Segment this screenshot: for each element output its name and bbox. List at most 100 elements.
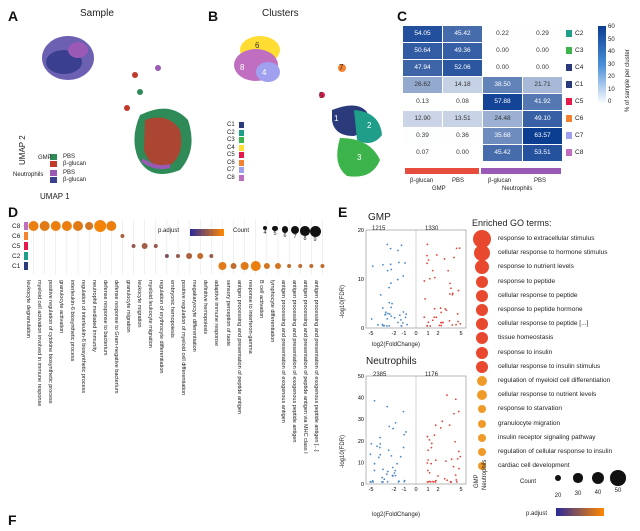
dotplot-padjust-label: p.adjust bbox=[158, 228, 180, 234]
volcano-point bbox=[433, 434, 436, 437]
go-term-label: response to peptide hormone bbox=[498, 306, 583, 313]
heatmap-cell: 54.05 bbox=[403, 26, 442, 42]
volcano-point bbox=[434, 481, 437, 483]
go-term-label: cardiac cell development bbox=[498, 462, 570, 470]
count-value: 4 bbox=[263, 230, 267, 236]
count-dot bbox=[300, 226, 310, 236]
go-padjust-bar bbox=[556, 508, 604, 516]
go-dot bbox=[478, 462, 486, 471]
count-dot bbox=[310, 226, 321, 237]
volcano-point bbox=[402, 311, 405, 313]
heatmap-cell: 50.64 bbox=[403, 43, 442, 59]
volcano-point bbox=[444, 307, 447, 310]
volcano-point bbox=[435, 254, 438, 256]
dotplot-term-label: interleukin-6 biosynthetic process bbox=[69, 280, 75, 362]
volcano-point bbox=[434, 459, 437, 462]
volcano-point bbox=[428, 438, 431, 441]
go-dot bbox=[478, 448, 486, 456]
volcano-point bbox=[449, 287, 452, 290]
column-group-gmp-bar bbox=[405, 168, 479, 174]
go-term-label: cellular response to nutrient levels bbox=[498, 391, 597, 399]
panel-b-title: Clusters bbox=[262, 8, 299, 19]
dotplot-point bbox=[186, 253, 193, 259]
dotplot-point bbox=[85, 222, 94, 230]
volcano-point bbox=[426, 462, 429, 464]
go-term-label: regulation of myeloid cell differentiati… bbox=[498, 377, 611, 384]
panel-label-c: C bbox=[397, 8, 408, 24]
dotplot-term-label: lymphocyte differentiation bbox=[269, 280, 275, 343]
go-count-legend-item: 40 bbox=[588, 471, 608, 496]
volcano-point bbox=[386, 269, 389, 272]
dotplot-point bbox=[218, 262, 227, 270]
volcano-point bbox=[390, 454, 393, 457]
volcano-point bbox=[385, 473, 388, 476]
volcano-point bbox=[381, 481, 383, 483]
cluster-label: C6 bbox=[227, 159, 235, 166]
cluster-legend-item: C4 bbox=[227, 144, 244, 151]
dotplot-point bbox=[250, 261, 261, 271]
go-dot bbox=[476, 360, 488, 373]
heatmap-cell: 0.39 bbox=[403, 128, 442, 144]
dotplot-term-label: defense response to bacterium bbox=[102, 280, 109, 356]
row-label-text: C4 bbox=[575, 64, 584, 71]
volcano-point bbox=[430, 462, 433, 465]
volcano-point bbox=[445, 309, 448, 312]
dotplot-point bbox=[50, 221, 61, 231]
colorbar-tick: 0 bbox=[608, 99, 612, 105]
heatmap-cell: 45.42 bbox=[443, 26, 482, 42]
volcano-xtick: 1 bbox=[426, 487, 429, 493]
volcano-point bbox=[450, 458, 453, 461]
volcano-point bbox=[386, 317, 389, 320]
dotplot-term-label: myeloid cell activation involved in immu… bbox=[35, 280, 42, 407]
volcano-gmp-up-count: 1330 bbox=[425, 226, 439, 232]
heatmap-cell: 45.42 bbox=[483, 145, 522, 161]
volcano-point bbox=[426, 262, 428, 265]
volcano-point bbox=[451, 293, 454, 296]
go-count-dot bbox=[591, 471, 605, 485]
volcano-point bbox=[386, 480, 389, 483]
svg-text:3: 3 bbox=[357, 153, 362, 162]
volcano-point bbox=[426, 243, 429, 246]
heatmap-col-4: PBS bbox=[534, 178, 547, 184]
volcano-point bbox=[430, 442, 433, 445]
volcano-point bbox=[459, 455, 462, 458]
volcano-point bbox=[371, 265, 374, 268]
panel-label-e: E bbox=[338, 204, 348, 220]
dotplot-point bbox=[287, 264, 292, 268]
count-legend-item: 4 bbox=[260, 226, 270, 236]
dotplot-term-label: embryonic hemopoiesis bbox=[169, 280, 175, 338]
go-term-label: tissue homeostasis bbox=[498, 334, 554, 342]
dotplot-term-label: defense response to Gram-negative bacter… bbox=[113, 280, 120, 394]
heatmap-row-label: C4 bbox=[566, 64, 583, 71]
volcano-point bbox=[426, 469, 429, 472]
volcano-point bbox=[384, 313, 386, 316]
volcano-point bbox=[386, 243, 389, 246]
volcano-point bbox=[394, 422, 397, 424]
volcano-neu-xlabel: log2(FoldChange) bbox=[372, 512, 421, 518]
row-label-text: C5 bbox=[575, 98, 584, 105]
colorbar-label: % of sample per cluster bbox=[625, 49, 631, 112]
volcano-point bbox=[370, 442, 373, 445]
volcano-point bbox=[389, 247, 392, 250]
dotplot-point bbox=[141, 243, 148, 249]
volcano-point bbox=[383, 478, 386, 481]
cluster-legend-item: C1 bbox=[227, 122, 244, 128]
heatmap-cell: 38.50 bbox=[483, 77, 522, 93]
heatmap-cell: 0.36 bbox=[443, 128, 482, 144]
cluster-swatch bbox=[239, 152, 244, 158]
volcano-point bbox=[431, 269, 434, 272]
go-count-dot bbox=[555, 475, 561, 481]
volcano-xtick: -5 bbox=[369, 487, 374, 493]
volcano-xtick: 0 bbox=[414, 487, 417, 493]
heatmap-cell: 0.13 bbox=[403, 94, 442, 110]
volcano-point bbox=[389, 282, 392, 285]
dotplot-point bbox=[120, 234, 125, 238]
dotplot-term-label: adaptive immune response bbox=[213, 280, 220, 347]
volcano-point bbox=[393, 316, 396, 319]
volcano-point bbox=[427, 449, 430, 452]
legend-group-neutrophils: Neutrophils bbox=[13, 172, 44, 178]
count-legend-item: 5 bbox=[270, 226, 280, 237]
volcano-point bbox=[379, 446, 381, 449]
volcano-point bbox=[390, 315, 393, 318]
count-dot bbox=[263, 226, 267, 230]
